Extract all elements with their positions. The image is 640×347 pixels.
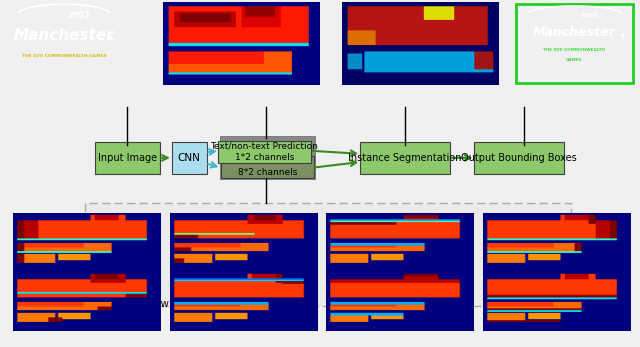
Text: Manchester: Manchester (533, 26, 616, 39)
FancyBboxPatch shape (221, 156, 314, 178)
Text: right-down: right-down (118, 299, 175, 309)
FancyBboxPatch shape (85, 203, 571, 306)
Text: 2002: 2002 (580, 12, 598, 18)
Text: right-up: right-up (248, 299, 289, 309)
Text: left-down: left-down (244, 254, 293, 264)
FancyBboxPatch shape (95, 142, 159, 174)
Text: Link Prediction
8*2 channels: Link Prediction 8*2 channels (234, 157, 301, 177)
Text: GAMES: GAMES (566, 58, 582, 62)
FancyBboxPatch shape (218, 141, 310, 162)
Text: THE XVII COMMONWEALTH GAMES: THE XVII COMMONWEALTH GAMES (22, 54, 106, 58)
Text: right: right (499, 254, 524, 264)
Text: Input Image: Input Image (97, 153, 157, 163)
Text: CNN: CNN (178, 153, 200, 163)
Text: THE XVII COMMONWEALTH: THE XVII COMMONWEALTH (543, 48, 605, 52)
Text: Text/non-text Prediction
1*2 channels: Text/non-text Prediction 1*2 channels (211, 142, 319, 162)
FancyBboxPatch shape (360, 142, 450, 174)
Text: Manchester: Manchester (13, 27, 115, 43)
FancyBboxPatch shape (220, 136, 315, 179)
Text: left: left (138, 254, 156, 264)
Text: down: down (497, 299, 525, 309)
Text: 2002: 2002 (67, 11, 90, 20)
Text: left-up: left-up (373, 254, 407, 264)
Text: Output Bounding Boxes: Output Bounding Boxes (461, 153, 577, 163)
Text: up: up (383, 299, 397, 309)
FancyBboxPatch shape (172, 142, 207, 174)
FancyBboxPatch shape (474, 142, 564, 174)
Text: Instance Segmentation: Instance Segmentation (348, 153, 461, 163)
